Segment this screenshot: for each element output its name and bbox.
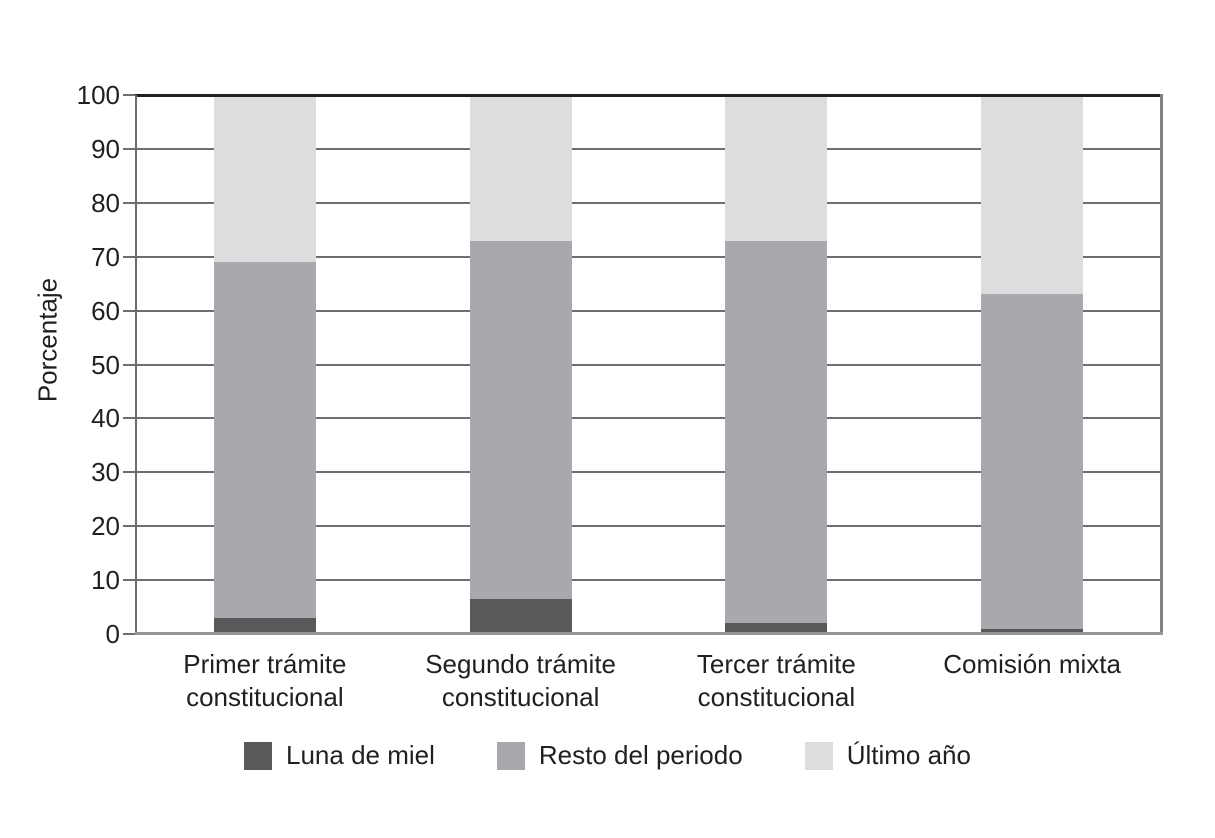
y-tick-mark-100 <box>123 94 137 96</box>
bar-segment-ultimo-ano <box>213 95 316 263</box>
legend-swatch-ultimo-ano <box>804 741 833 770</box>
legend-label-luna-de-miel: Luna de miel <box>286 740 435 770</box>
x-category-label-tercer-tramite: Tercer trámite constitucional <box>696 649 856 712</box>
y-tick-label-80: 80 <box>91 187 120 218</box>
gridline-y-90 <box>137 147 1160 150</box>
gridline-y-80 <box>137 201 1160 204</box>
legend: Luna de miel Resto del periodo Último año <box>0 740 1215 771</box>
plot-top-border <box>135 94 1163 97</box>
bar-segment-ultimo-ano <box>981 95 1084 295</box>
plot-area <box>123 94 1160 635</box>
bar-segment-resto-del-periodo <box>981 294 1084 629</box>
y-tick-mark-10 <box>123 579 137 582</box>
y-tick-mark-90 <box>123 147 137 150</box>
y-tick-mark-60 <box>123 309 137 312</box>
bar-segment-ultimo-ano <box>469 95 572 241</box>
bar-column-segundo-tramite <box>469 95 572 634</box>
y-tick-label-20: 20 <box>91 511 120 542</box>
y-tick-mark-30 <box>123 471 137 474</box>
gridline-y-50 <box>137 363 1160 366</box>
bar-segment-resto-del-periodo <box>725 240 828 624</box>
bar-segment-luna-de-miel <box>725 623 828 634</box>
legend-label-resto-del-periodo: Resto del periodo <box>538 740 743 770</box>
y-axis-line <box>135 95 137 634</box>
y-tick-mark-70 <box>123 255 137 258</box>
x-category-label-segundo-tramite: Segundo trámite constitucional <box>425 649 617 712</box>
gridline-y-20 <box>137 525 1160 528</box>
y-tick-mark-40 <box>123 417 137 420</box>
legend-item-luna-de-miel: Luna de miel <box>244 740 435 771</box>
plot-right-border <box>1160 94 1163 635</box>
y-tick-label-70: 70 <box>91 241 120 272</box>
y-tick-mark-20 <box>123 525 137 528</box>
bar-column-primer-tramite <box>213 95 316 634</box>
y-tick-label-0: 0 <box>105 619 120 649</box>
bar-segment-resto-del-periodo <box>213 262 316 618</box>
x-category-label-primer-tramite: Primer trámite constitucional <box>183 649 347 712</box>
bar-segment-luna-de-miel <box>213 617 316 634</box>
y-tick-label-100: 100 <box>76 80 120 110</box>
legend-item-resto-del-periodo: Resto del periodo <box>496 740 743 771</box>
legend-label-ultimo-ano: Último año <box>846 740 971 770</box>
legend-swatch-resto-del-periodo <box>496 741 525 770</box>
y-tick-mark-0 <box>123 633 137 635</box>
gridline-y-30 <box>137 471 1160 474</box>
y-tick-label-60: 60 <box>91 295 120 326</box>
bar-segment-ultimo-ano <box>725 95 828 241</box>
bar-segment-resto-del-periodo <box>469 240 572 599</box>
gridline-y-10 <box>137 579 1160 582</box>
x-category-label-comision-mixta: Comisión mixta <box>943 649 1121 679</box>
gridline-y-40 <box>137 417 1160 420</box>
y-tick-label-30: 30 <box>91 457 120 488</box>
y-tick-label-90: 90 <box>91 133 120 164</box>
bar-column-tercer-tramite <box>725 95 828 634</box>
legend-item-ultimo-ano: Último año <box>804 740 971 771</box>
y-tick-mark-80 <box>123 201 137 204</box>
y-tick-mark-50 <box>123 363 137 366</box>
y-tick-label-50: 50 <box>91 349 120 380</box>
bar-column-comision-mixta <box>981 95 1084 634</box>
gridline-y-70 <box>137 255 1160 258</box>
legend-swatch-luna-de-miel <box>244 741 272 770</box>
x-axis-line <box>135 632 1163 635</box>
y-tick-label-10: 10 <box>91 565 120 596</box>
bar-segment-luna-de-miel <box>469 598 572 634</box>
gridline-y-60 <box>137 309 1160 312</box>
y-tick-label-40: 40 <box>91 403 120 434</box>
bar-segment-luna-de-miel <box>981 628 1084 634</box>
